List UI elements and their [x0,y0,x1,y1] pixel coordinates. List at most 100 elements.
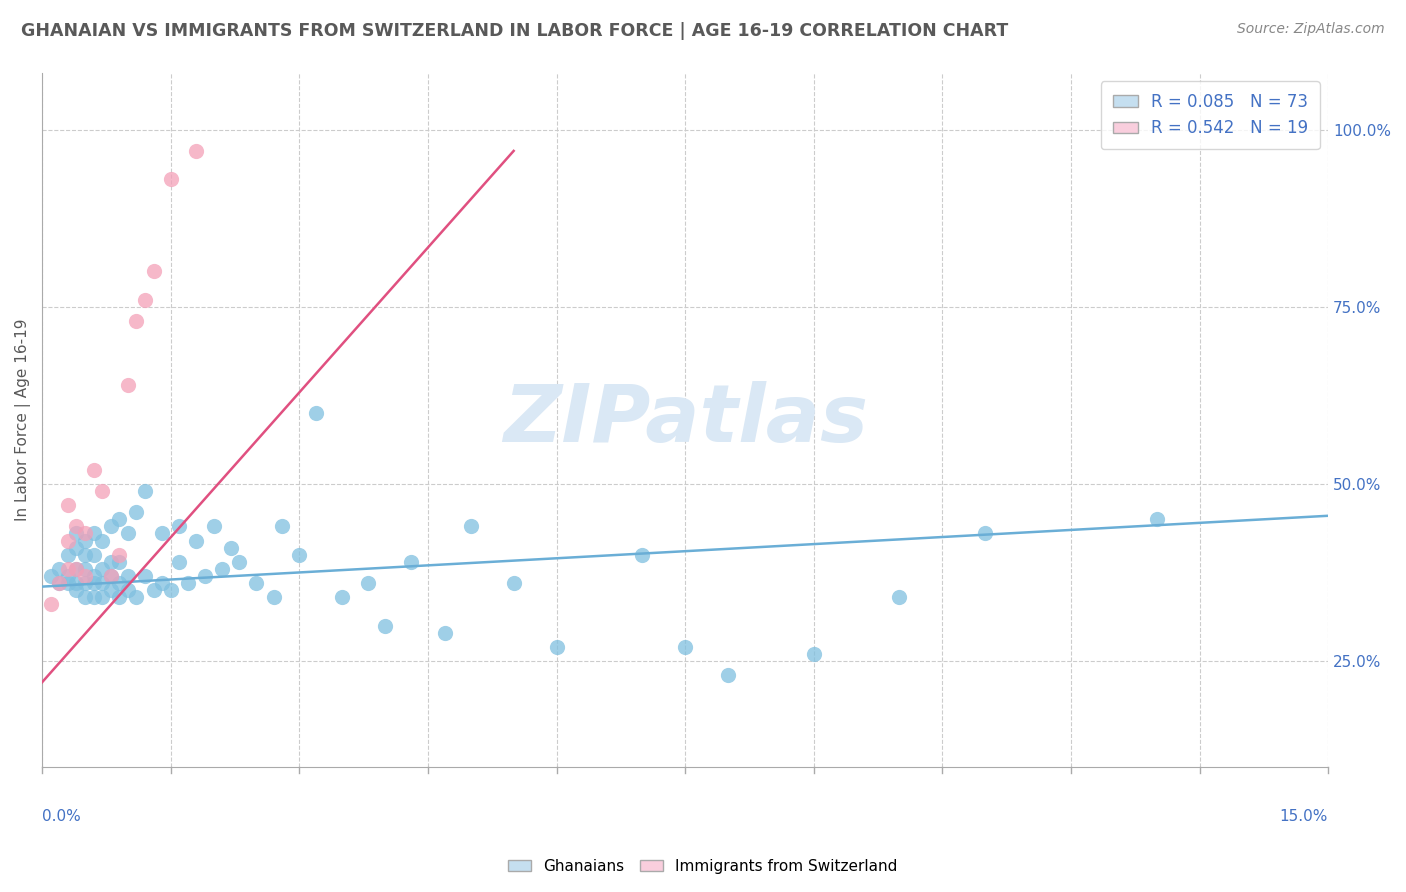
Point [91,576,114,591]
Point [117,526,139,541]
Point [117,583,139,598]
Point [100,555,122,569]
Legend: Ghanaians, Immigrants from Switzerland: Ghanaians, Immigrants from Switzerland [502,853,904,880]
Point [39,597,62,611]
Point [73,526,96,541]
Point [65,519,87,533]
Point [399,555,422,569]
Point [460,519,482,533]
Point [228,555,250,569]
Point [150,526,173,541]
Point [100,569,122,583]
Point [83,576,105,591]
Text: ZIPatlas: ZIPatlas [502,381,868,459]
Point [974,526,997,541]
Point [434,625,457,640]
Point [717,668,740,682]
Point [117,569,139,583]
Point [330,591,353,605]
Point [83,591,105,605]
Point [56,569,79,583]
Point [159,583,181,598]
Point [91,483,114,498]
Point [177,576,200,591]
Point [502,576,524,591]
Point [83,463,105,477]
Point [73,591,96,605]
Point [91,562,114,576]
Point [100,519,122,533]
Y-axis label: In Labor Force | Age 16-19: In Labor Force | Age 16-19 [15,318,31,522]
Point [142,264,165,278]
Legend: R = 0.085   N = 73, R = 0.542   N = 19: R = 0.085 N = 73, R = 0.542 N = 19 [1101,81,1320,149]
Point [83,548,105,562]
Point [108,576,131,591]
Point [56,562,79,576]
Point [271,519,294,533]
Point [48,562,70,576]
Point [374,618,396,632]
Point [134,483,156,498]
Point [108,548,131,562]
Text: 15.0%: 15.0% [1279,809,1329,824]
Point [125,314,148,328]
Point [65,583,87,598]
Point [100,583,122,598]
Point [65,562,87,576]
Point [91,591,114,605]
Point [263,591,285,605]
Point [65,541,87,555]
Point [48,576,70,591]
Point [83,526,105,541]
Point [56,576,79,591]
Point [169,519,191,533]
Point [631,548,654,562]
Point [73,569,96,583]
Point [803,647,825,661]
Text: Source: ZipAtlas.com: Source: ZipAtlas.com [1237,22,1385,37]
Point [56,498,79,512]
Point [73,533,96,548]
Point [134,293,156,307]
Point [288,548,311,562]
Point [65,576,87,591]
Point [142,583,165,598]
Text: GHANAIAN VS IMMIGRANTS FROM SWITZERLAND IN LABOR FORCE | AGE 16-19 CORRELATION C: GHANAIAN VS IMMIGRANTS FROM SWITZERLAND … [21,22,1008,40]
Point [48,576,70,591]
Point [1146,512,1168,526]
Point [73,576,96,591]
Point [73,562,96,576]
Point [125,591,148,605]
Point [91,533,114,548]
Point [211,562,233,576]
Point [108,512,131,526]
Point [194,569,217,583]
Point [889,591,911,605]
Point [100,569,122,583]
Point [134,569,156,583]
Point [159,172,181,186]
Point [65,526,87,541]
Point [150,576,173,591]
Point [202,519,225,533]
Point [186,533,208,548]
Point [56,548,79,562]
Point [169,555,191,569]
Point [56,533,79,548]
Point [357,576,380,591]
Text: 0.0%: 0.0% [42,809,82,824]
Point [117,377,139,392]
Point [219,541,242,555]
Point [305,406,328,420]
Point [83,569,105,583]
Point [186,144,208,158]
Point [108,591,131,605]
Point [245,576,267,591]
Point [673,640,696,654]
Point [125,505,148,519]
Point [108,555,131,569]
Point [65,562,87,576]
Point [73,548,96,562]
Point [546,640,568,654]
Point [39,569,62,583]
